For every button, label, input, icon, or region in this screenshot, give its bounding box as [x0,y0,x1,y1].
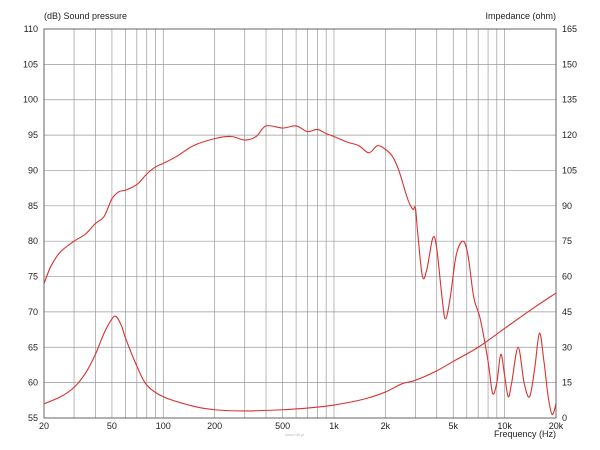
y-left-tick-label: 90 [28,165,38,175]
y-right-tick-label: 165 [562,24,577,34]
x-tick-label: 20 [39,421,49,431]
y-left-tick-label: 95 [28,130,38,140]
x-tick-label: 2k [381,421,391,431]
x-tick-label: 50 [107,421,117,431]
y-right-tick-label: 90 [562,201,572,211]
y-left-tick-label: 70 [28,307,38,317]
plot-frame [43,28,557,419]
y-right-tick-label: 30 [562,342,572,352]
tick-labels: 55 60 65 70 75 80 85 90 95 100 105 110 0 15 30 45 60 75 90… [23,24,577,431]
y-left-tick-label: 110 [24,24,38,34]
x-tick-label: 20k [549,421,564,431]
x-tick-label: 5k [448,421,458,431]
right-axis-title: Impedance (ohm) [485,11,556,21]
y-left-tick-label: 85 [28,201,38,211]
y-right-tick-label: 60 [562,272,572,282]
x-tick-label: 500 [275,421,290,431]
y-right-tick-label: 45 [562,307,572,317]
y-left-tick-label: 60 [28,378,38,388]
y-right-tick-label: 135 [562,95,577,105]
y-left-tick-label: 80 [28,236,38,246]
y-left-tick-label: 100 [23,95,38,105]
y-left-tick-label: 55 [28,413,38,423]
series-group [43,125,557,416]
y-left-tick-label: 105 [23,59,38,69]
y-right-tick-label: 15 [562,378,572,388]
x-tick-label: 1k [329,421,339,431]
y-left-tick-label: 65 [28,342,38,352]
y-left-tick-label: 75 [28,272,38,282]
y-right-tick-label: 75 [562,236,572,246]
y-right-tick-label: 120 [562,130,577,140]
x-tick-label: 200 [207,421,222,431]
y-right-tick-label: 0 [562,413,567,423]
x-tick-label: 100 [156,421,171,431]
x-axis-title: Frequency (Hz) [494,429,556,439]
grid [43,28,557,419]
y-right-tick-label: 150 [562,59,577,69]
left-axis-title: (dB) Sound pressure [44,11,127,21]
x-tick-label: 10k [497,421,512,431]
watermark-text: www.hifi.pl [285,432,304,437]
sound-pressure-series-line [43,125,557,416]
impedance-series-line [43,292,557,412]
y-right-tick-label: 105 [562,165,577,175]
